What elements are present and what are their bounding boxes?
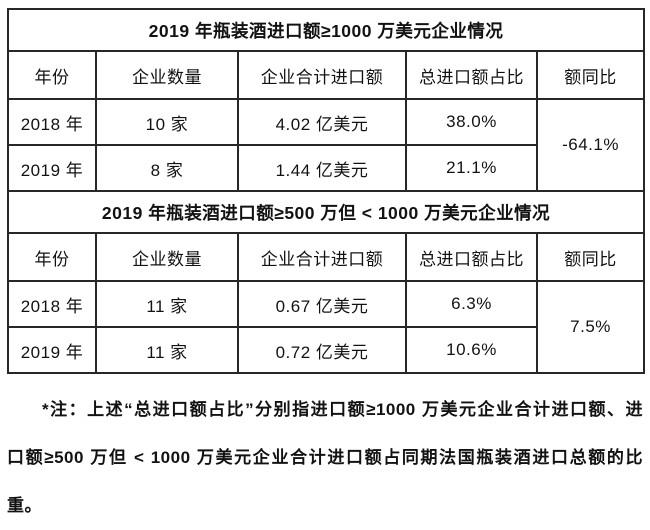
table1-2019-count: 8 家 xyxy=(95,144,239,192)
table-row: 2018 年 10 家 4.02 亿美元 38.0% -64.1% xyxy=(7,98,646,192)
table1-2018-count: 10 家 xyxy=(95,98,239,146)
footnote-line: 重。 xyxy=(7,496,42,515)
table1-2018-share: 38.0% xyxy=(405,98,538,146)
table-row: 2019 年 8 家 1.44 亿美元 21.1% xyxy=(7,144,644,192)
table-row: 年份 企业数量 企业合计进口额 总进口额占比 额同比 xyxy=(7,50,646,100)
table2-header-company-count: 企业数量 xyxy=(95,232,239,282)
footnote-line: 口额≥500 万但 < 1000 万美元企业合计进口额占同期法国瓶装酒进口总额的… xyxy=(7,448,643,467)
table1-2019-year: 2019 年 xyxy=(7,144,97,192)
table2-yoy-value: 7.5% xyxy=(535,280,646,374)
table2-header-share: 总进口额占比 xyxy=(405,232,538,282)
table1-2019-share: 21.1% xyxy=(405,144,538,192)
table-row: 2019 年瓶装酒进口额≥500 万但 < 1000 万美元企业情况 xyxy=(6,190,646,234)
table2-title: 2019 年瓶装酒进口额≥500 万但 < 1000 万美元企业情况 xyxy=(6,190,646,234)
table-row: 2018 年 11 家 0.67 亿美元 6.3% 7.5% xyxy=(7,280,646,374)
table1-header-yoy: 额同比 xyxy=(535,50,646,100)
table2-2018-year: 2018 年 xyxy=(7,280,97,328)
table1-header-share: 总进口额占比 xyxy=(405,50,538,100)
table-row: 2019 年 11 家 0.72 亿美元 10.6% xyxy=(7,326,644,374)
wine-import-table: 2019 年瓶装酒进口额≥1000 万美元企业情况 年份 企业数量 企业合计进口… xyxy=(6,8,646,374)
table-row: 2019 年瓶装酒进口额≥1000 万美元企业情况 xyxy=(6,8,646,52)
table2-2019-share: 10.6% xyxy=(405,326,538,374)
table1-2019-total: 1.44 亿美元 xyxy=(237,144,407,192)
table2-2018-count: 11 家 xyxy=(95,280,239,328)
table-row: 年份 企业数量 企业合计进口额 总进口额占比 额同比 xyxy=(7,232,646,282)
table2-header-year: 年份 xyxy=(7,232,97,282)
table2-2018-share: 6.3% xyxy=(405,280,538,328)
table1-yoy-value: -64.1% xyxy=(535,98,646,192)
table1-header-company-count: 企业数量 xyxy=(95,50,239,100)
table2-2019-count: 11 家 xyxy=(95,326,239,374)
footnote: *注：上述“总进口额占比”分别指进口额≥1000 万美元企业合计进口额、进 口额… xyxy=(7,386,643,530)
document-page: 2019 年瓶装酒进口额≥1000 万美元企业情况 年份 企业数量 企业合计进口… xyxy=(6,8,646,515)
table1-2018-total: 4.02 亿美元 xyxy=(237,98,407,146)
footnote-line: *注：上述“总进口额占比”分别指进口额≥1000 万美元企业合计进口额、进 xyxy=(42,400,643,419)
table2-2019-total: 0.72 亿美元 xyxy=(237,326,407,374)
table1-2018-year: 2018 年 xyxy=(7,98,97,146)
table1-header-total-import: 企业合计进口额 xyxy=(237,50,407,100)
table2-header-yoy: 额同比 xyxy=(535,232,646,282)
table2-header-total-import: 企业合计进口额 xyxy=(237,232,407,282)
table1-header-year: 年份 xyxy=(7,50,97,100)
table2-2019-year: 2019 年 xyxy=(7,326,97,374)
table2-2018-total: 0.67 亿美元 xyxy=(237,280,407,328)
table1-title: 2019 年瓶装酒进口额≥1000 万美元企业情况 xyxy=(6,8,646,52)
